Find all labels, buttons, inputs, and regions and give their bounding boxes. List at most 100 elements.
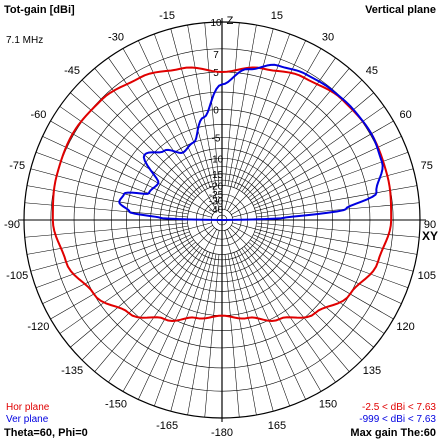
grid-spoke	[236, 40, 306, 189]
xy-axis-label: XY	[422, 229, 438, 243]
angle-tick-label: -90	[4, 219, 20, 231]
angle-tick-label: -135	[61, 365, 83, 377]
angle-tick-label: 150	[319, 399, 337, 411]
radial-tick-label: -25	[209, 190, 224, 201]
angle-tick-label: 45	[366, 65, 378, 77]
grid-spoke	[254, 231, 409, 288]
tick-labels: Z 153045607590105120135150165-180-165-150…	[4, 10, 438, 439]
grid-spoke	[236, 251, 306, 400]
grid-spoke	[232, 168, 414, 218]
grid-spoke	[170, 28, 220, 210]
angle-tick-label: -30	[108, 31, 124, 43]
plane-label: Vertical plane	[365, 4, 436, 16]
grid-spoke	[50, 225, 213, 320]
grid-spoke	[233, 33, 290, 188]
angle-tick-label: -105	[6, 270, 28, 282]
grid-spoke	[81, 79, 215, 213]
radial-tick-label: -15	[209, 170, 224, 181]
radial-tick-label: -40	[209, 205, 224, 216]
angle-tick-label: -180	[211, 427, 233, 439]
grid-spoke	[70, 241, 196, 348]
grid-spoke	[26, 225, 189, 255]
angle-tick-label: -15	[159, 10, 175, 22]
angle-tick-label: -120	[27, 321, 49, 333]
grid-spoke	[229, 227, 363, 361]
grid-spoke	[241, 57, 336, 192]
angle-tick-label: -60	[30, 109, 46, 121]
angle-tick-label: 105	[418, 270, 436, 282]
grid-spoke	[248, 92, 374, 199]
max-gain-readout: Max gain The:60	[350, 427, 436, 439]
grid-spoke	[233, 252, 290, 407]
radial-tick-label: -10	[209, 154, 224, 165]
grid-spoke	[224, 230, 274, 412]
grid-spoke	[94, 68, 201, 194]
grid-spoke	[24, 202, 188, 218]
angle-tick-label: 165	[268, 420, 286, 432]
angle-tick-label: -45	[64, 65, 80, 77]
grid-spoke	[232, 222, 414, 272]
grid-spoke	[70, 92, 196, 199]
pattern-curves	[51, 63, 393, 322]
angle-tick-label: 15	[271, 10, 283, 22]
grid-spoke	[187, 24, 217, 187]
angle-tick-label: -165	[156, 420, 178, 432]
grid-spoke	[24, 222, 188, 238]
grid-spoke	[243, 68, 350, 194]
grid-spoke	[122, 229, 217, 392]
grid-spoke	[204, 254, 220, 418]
angle-tick-label: 30	[322, 31, 334, 43]
grid-spoke	[250, 239, 385, 334]
radial-tick-label: -30	[209, 197, 224, 208]
grid-spoke	[231, 120, 394, 215]
grid-spoke	[81, 227, 215, 361]
angle-tick-label: 120	[396, 321, 414, 333]
grid-spoke	[154, 33, 211, 188]
grid-spoke	[243, 246, 350, 372]
radial-tick-label: -5	[212, 133, 221, 144]
grid-spoke	[255, 225, 418, 255]
grid-spoke	[256, 222, 420, 238]
grid-spoke	[94, 246, 201, 372]
chart-title: Tot-gain [dBi]	[4, 4, 75, 16]
grid-spoke	[35, 152, 190, 209]
grid-spoke	[204, 22, 220, 186]
frequency-label: 7.1 MHz	[6, 35, 44, 46]
angle-tick-label: 135	[363, 365, 381, 377]
angle-tick-label: 60	[399, 109, 411, 121]
radial-tick-label: 10	[210, 18, 222, 29]
grid-spoke	[227, 229, 322, 392]
hor-gain-range: -2.5 < dBi < 7.63	[362, 402, 436, 413]
grid-spoke	[253, 234, 402, 304]
grid-spoke	[224, 22, 240, 186]
grid-spoke	[253, 136, 402, 206]
radial-tick-label: 0	[213, 105, 219, 116]
grid-spoke	[241, 248, 336, 383]
grid-spoke	[35, 231, 190, 288]
legend-hor-plane: Hor plane	[6, 402, 50, 413]
grid-spoke	[42, 234, 191, 304]
radial-tick-label: 7	[213, 50, 219, 61]
grid-spoke	[59, 106, 194, 201]
grid-spoke	[50, 120, 213, 215]
grid-spoke	[30, 222, 212, 272]
grid-spoke	[170, 230, 220, 412]
grid-spoke	[138, 40, 208, 189]
grid-spoke	[59, 239, 194, 334]
angle-tick-label: -150	[105, 399, 127, 411]
grid-spoke	[227, 48, 322, 211]
grid-spoke	[187, 253, 217, 416]
theta-phi-readout: Theta=60, Phi=0	[4, 427, 88, 439]
radial-tick-label: -20	[209, 182, 224, 193]
grid-spoke	[108, 57, 203, 192]
grid-spoke	[256, 202, 420, 218]
angle-tick-label: 90	[424, 219, 436, 231]
grid-spoke	[227, 24, 257, 187]
grid-spoke	[42, 136, 191, 206]
ver-plane-curve	[118, 63, 384, 221]
grid-spoke	[108, 248, 203, 383]
grid-spoke	[122, 48, 217, 211]
polar-grid	[18, 18, 426, 422]
grid-spoke	[138, 251, 208, 400]
